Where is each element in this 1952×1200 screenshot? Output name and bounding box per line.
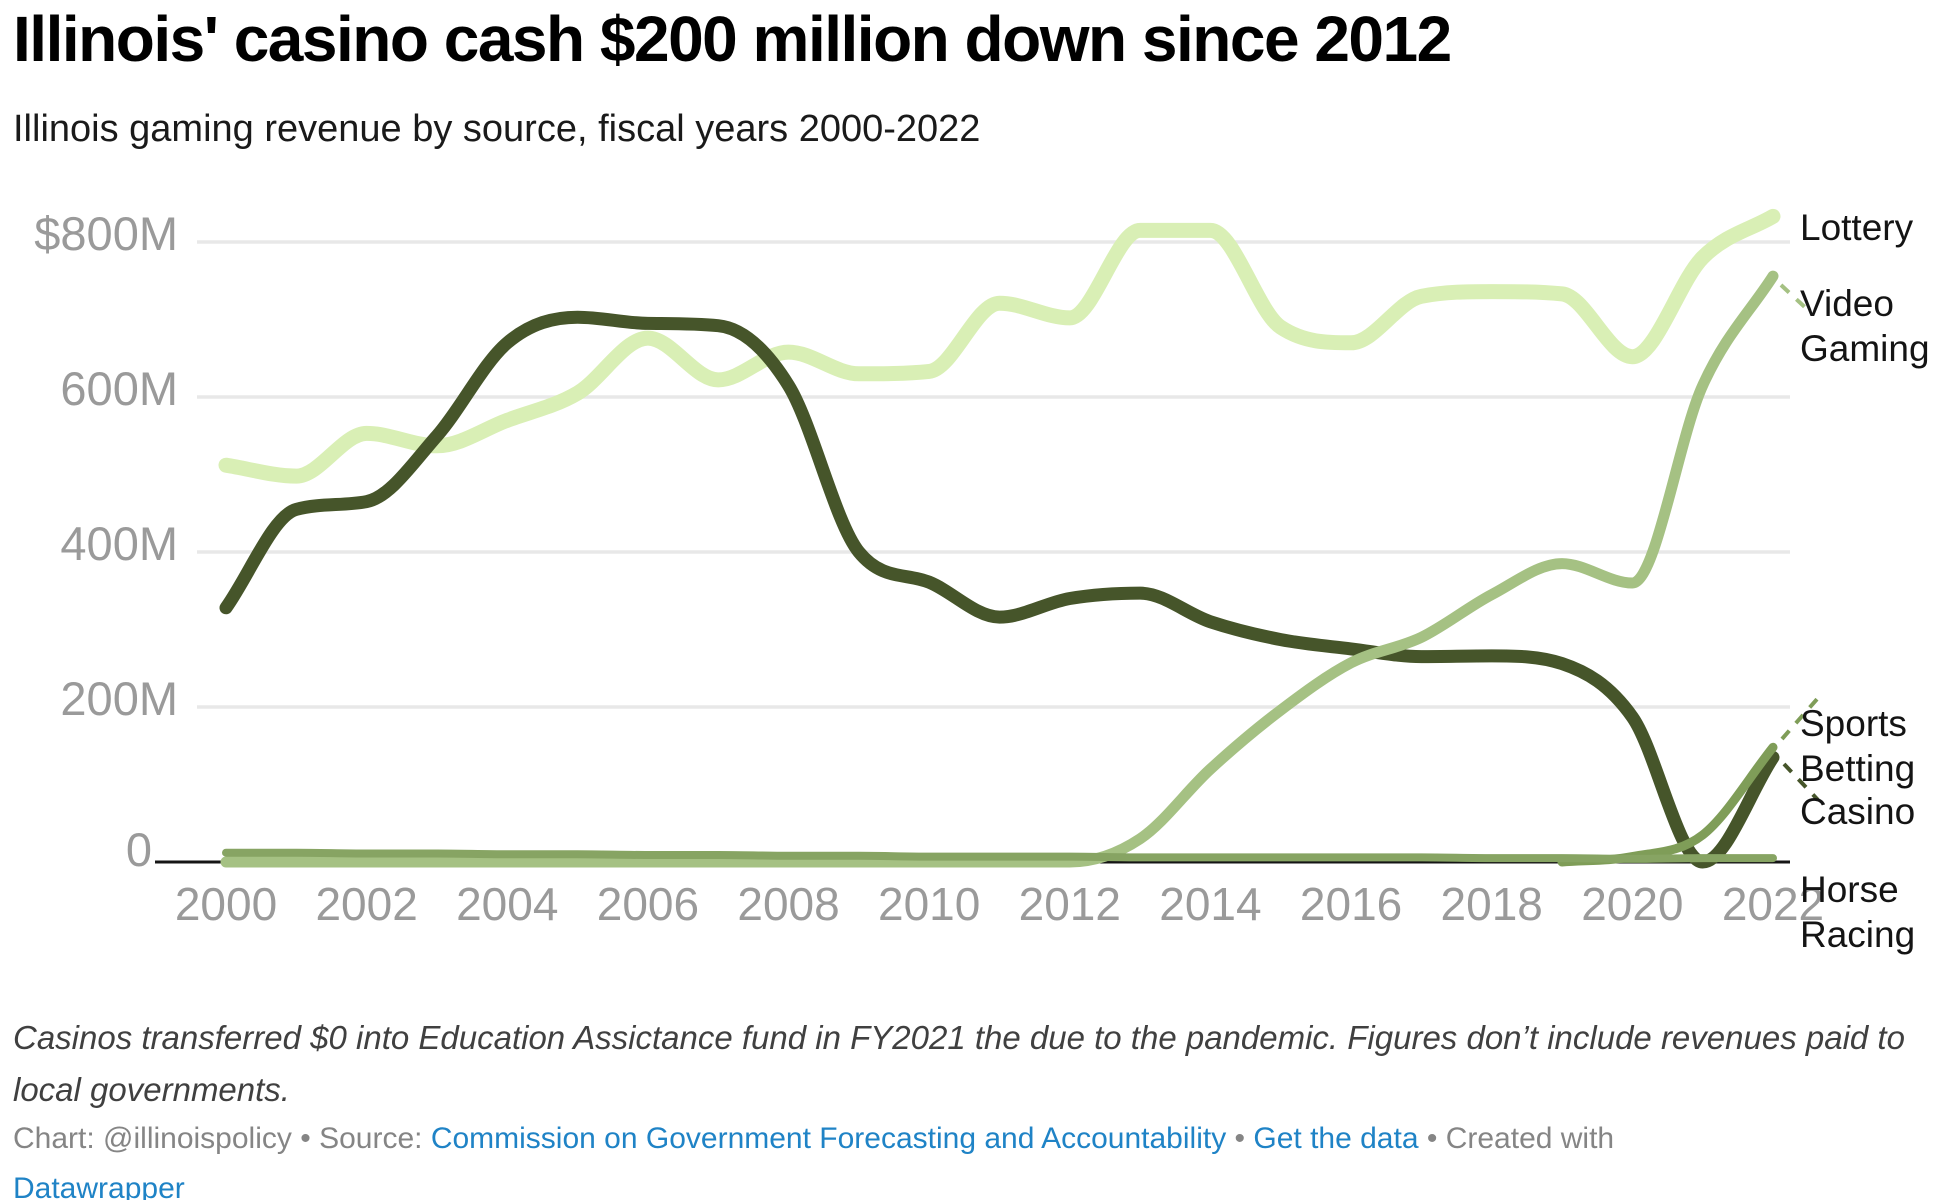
credits-text: Chart: @illinoispolicy [13, 1122, 292, 1155]
x-tick-label-2010: 2010 [878, 878, 981, 930]
credits-separator: • [291, 1122, 320, 1155]
leader-line-video-gaming [1779, 283, 1811, 313]
series-label-lottery: Lottery [1800, 205, 1913, 250]
y-tick-label-0: 0 [125, 823, 152, 876]
x-tick-label-2018: 2018 [1440, 878, 1543, 930]
x-tick-label-2004: 2004 [456, 878, 559, 930]
series-label-line: Video [1800, 283, 1894, 324]
series-line-video-gaming[interactable] [220, 270, 1779, 868]
series-label-horse-racing: Horse Racing [1800, 867, 1915, 957]
series-line-horse-racing[interactable] [222, 848, 1777, 863]
credits-link-commission-on-government-forecasting-and[interactable]: Commission on Government Forecasting and… [430, 1122, 1227, 1155]
x-tick-label-2006: 2006 [596, 878, 700, 930]
label-leader-lines [1779, 283, 1820, 802]
x-tick-label-2016: 2016 [1299, 878, 1403, 930]
x-tick-label-2000: 2000 [174, 878, 278, 930]
series-label-line: Lottery [1800, 207, 1914, 248]
series-label-line: Sports [1800, 703, 1907, 744]
series-lines [218, 208, 1781, 869]
credits-line: Chart: @illinoispolicy • Source: Commiss… [13, 1114, 1939, 1200]
leader-line-sports-betting [1780, 696, 1820, 741]
y-tick-label-600m: 600M [60, 362, 178, 415]
series-label-casino: Casino [1800, 789, 1915, 834]
page-title: Illinois' casino cash $200 million down … [13, 3, 1452, 75]
x-tick-label-2002: 2002 [315, 878, 418, 930]
series-label-line: Betting [1800, 748, 1916, 789]
series-label-line: Casino [1800, 791, 1916, 832]
page-subtitle: Illinois gaming revenue by source, fisca… [13, 108, 981, 150]
credits-text: Created with [1445, 1122, 1615, 1155]
y-tick-label-400m: 400M [60, 517, 178, 570]
credits-link-datawrapper[interactable]: Datawrapper [13, 1172, 185, 1200]
y-tick-label-200m: 200M [60, 672, 178, 725]
credits-separator: • [1418, 1122, 1446, 1155]
x-tick-label-2014: 2014 [1159, 878, 1262, 930]
series-label-line: Racing [1800, 914, 1916, 955]
series-line-lottery[interactable] [218, 208, 1781, 484]
series-label-video-gaming: Video Gaming [1800, 281, 1930, 371]
x-tick-label-2022: 2022 [1721, 878, 1825, 930]
gridlines [197, 240, 1790, 709]
x-tick-label-2008: 2008 [737, 878, 840, 930]
y-tick-label-800m: $800M [34, 207, 178, 260]
leader-line-casino [1782, 762, 1820, 802]
chart-footnote: Casinos transferred $0 into Education As… [13, 1019, 1905, 1109]
series-label-line: Horse [1800, 869, 1899, 910]
credits-text: Source: [319, 1122, 431, 1155]
credits-link-get-the-data[interactable]: Get the data [1253, 1122, 1419, 1155]
series-label-line: Gaming [1800, 328, 1930, 369]
credits-separator: • [1226, 1122, 1254, 1155]
series-label-sports-betting: Sports Betting [1800, 701, 1915, 791]
x-tick-label-2020: 2020 [1581, 878, 1684, 930]
x-tick-label-2012: 2012 [1018, 878, 1121, 930]
series-line-casino[interactable] [219, 310, 1780, 869]
